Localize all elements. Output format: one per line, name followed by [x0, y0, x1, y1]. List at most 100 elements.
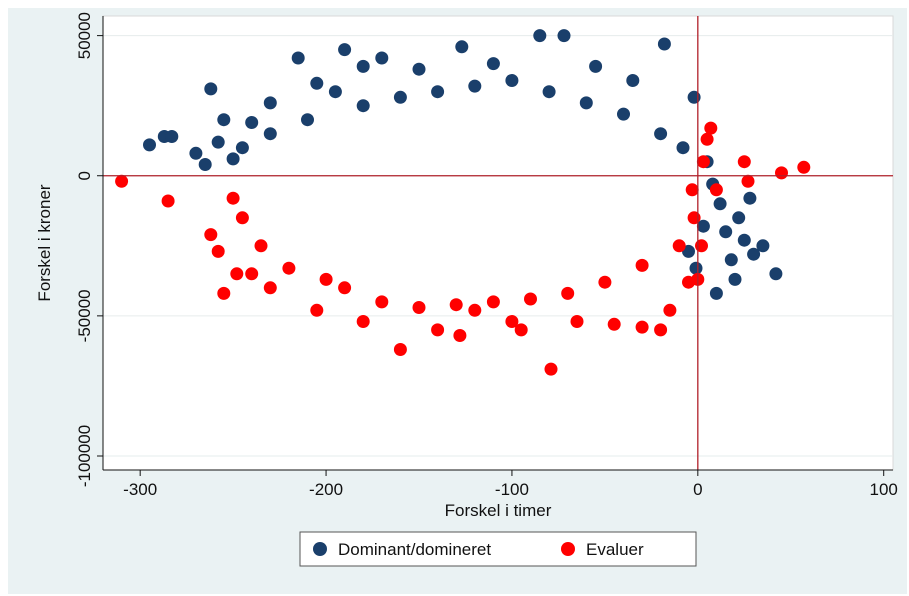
- point-evaluer: [654, 323, 668, 337]
- y-tick-label: 50000: [75, 12, 94, 59]
- x-tick-label: -100: [495, 480, 529, 499]
- point-dominant: [375, 51, 389, 65]
- points-layer: [115, 29, 811, 376]
- point-dominant: [709, 286, 723, 300]
- point-evaluer: [709, 183, 723, 197]
- point-evaluer: [561, 286, 575, 300]
- point-evaluer: [695, 239, 708, 253]
- reference-lines: [103, 16, 893, 470]
- point-evaluer: [245, 267, 259, 281]
- point-evaluer: [685, 183, 699, 197]
- point-dominant: [468, 79, 482, 93]
- point-dominant: [505, 74, 519, 87]
- legend-marker-dominant: [313, 542, 327, 556]
- point-evaluer: [741, 174, 755, 188]
- point-evaluer: [226, 191, 240, 205]
- point-evaluer: [607, 317, 621, 331]
- point-evaluer: [514, 323, 528, 337]
- point-dominant: [143, 138, 156, 152]
- point-evaluer: [211, 244, 225, 258]
- x-axis-title: Forskel i timer: [445, 501, 552, 520]
- point-dominant: [713, 197, 727, 211]
- point-dominant: [301, 113, 314, 127]
- point-dominant: [356, 59, 370, 73]
- x-tick-label: 0: [693, 480, 702, 499]
- point-dominant: [696, 219, 710, 233]
- point-evaluer: [412, 301, 426, 314]
- point-evaluer: [161, 194, 175, 208]
- point-evaluer: [230, 267, 244, 281]
- axes: -300 -200 -100 0 100 50000 0 -50000 -100000: [75, 12, 898, 499]
- point-evaluer: [544, 362, 558, 376]
- point-dominant: [431, 85, 445, 99]
- point-dominant: [486, 57, 500, 71]
- point-dominant: [533, 29, 547, 43]
- legend-box: [299, 531, 697, 567]
- point-evaluer: [635, 258, 649, 272]
- point-evaluer: [375, 295, 389, 309]
- point-dominant: [226, 152, 240, 166]
- point-evaluer: [737, 155, 751, 169]
- point-evaluer: [524, 292, 537, 306]
- point-dominant: [412, 62, 426, 76]
- point-dominant: [654, 127, 668, 141]
- point-evaluer: [775, 166, 788, 180]
- scatter-chart: -300 -200 -100 0 100 50000 0 -50000 -100000 Fors…: [35, 12, 898, 567]
- point-evaluer: [204, 228, 218, 242]
- point-evaluer: [217, 286, 231, 300]
- y-tick-label: -100000: [75, 425, 94, 487]
- x-tick-label: 100: [870, 480, 898, 499]
- point-dominant: [728, 272, 742, 286]
- point-dominant: [356, 99, 370, 113]
- point-evaluer: [505, 315, 519, 328]
- legend-label-evaluer: Evaluer: [586, 540, 644, 559]
- point-evaluer: [282, 261, 296, 275]
- point-evaluer: [453, 329, 467, 342]
- point-evaluer: [393, 343, 407, 356]
- point-dominant: [211, 135, 225, 149]
- point-dominant: [291, 51, 305, 65]
- point-evaluer: [570, 315, 584, 328]
- point-dominant: [657, 37, 671, 51]
- point-evaluer: [704, 121, 718, 135]
- point-dominant: [769, 267, 783, 281]
- point-dominant: [235, 141, 249, 155]
- point-dominant: [737, 233, 751, 247]
- x-tick-label: -200: [309, 480, 343, 499]
- point-dominant: [676, 141, 690, 155]
- legend-label-dominant: Dominant/domineret: [338, 540, 491, 559]
- point-dominant: [626, 74, 640, 87]
- x-tick-label: -300: [123, 480, 157, 499]
- point-dominant: [589, 59, 603, 73]
- point-dominant: [579, 96, 593, 110]
- point-dominant: [689, 261, 703, 275]
- point-dominant: [338, 43, 352, 57]
- point-dominant: [393, 90, 407, 104]
- point-dominant: [245, 116, 259, 129]
- point-evaluer: [663, 303, 677, 317]
- point-evaluer: [696, 155, 710, 169]
- point-dominant: [687, 90, 701, 104]
- point-evaluer: [468, 303, 482, 317]
- point-evaluer: [431, 323, 445, 337]
- point-dominant: [263, 96, 277, 110]
- plot-area: [102, 15, 894, 471]
- point-dominant: [557, 29, 571, 43]
- chart-frame: -300 -200 -100 0 100 50000 0 -50000 -100000 Fors…: [8, 8, 907, 594]
- point-dominant: [165, 130, 179, 143]
- point-evaluer: [797, 160, 811, 174]
- point-dominant: [198, 158, 212, 171]
- point-evaluer: [319, 272, 333, 286]
- legend-marker-evaluer: [561, 542, 575, 556]
- y-tick-label: 0: [75, 171, 94, 180]
- point-evaluer: [486, 295, 500, 309]
- point-dominant: [743, 191, 757, 205]
- point-evaluer: [449, 298, 463, 312]
- point-dominant: [189, 146, 203, 160]
- point-evaluer: [672, 239, 686, 253]
- point-evaluer: [635, 320, 649, 334]
- y-tick-label: -50000: [75, 289, 94, 342]
- point-dominant: [217, 113, 231, 127]
- point-evaluer: [310, 303, 324, 317]
- point-dominant: [204, 82, 218, 96]
